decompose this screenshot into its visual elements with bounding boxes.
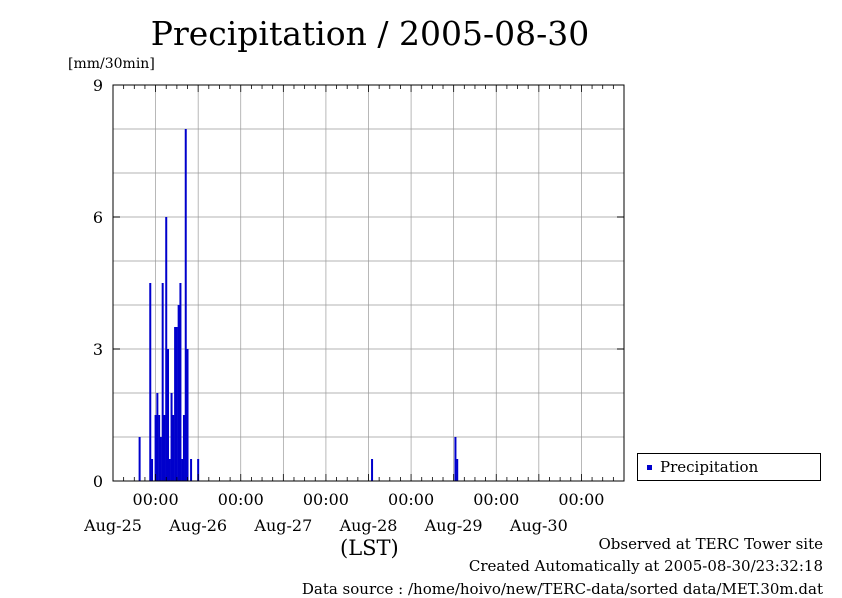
chart-title: Precipitation / 2005-08-30 xyxy=(150,14,590,53)
x-tick-date-label: Aug-27 xyxy=(253,516,312,535)
precipitation-bar xyxy=(167,349,170,481)
precipitation-bar xyxy=(177,305,180,481)
precipitation-bar xyxy=(151,459,154,481)
y-tick-label: 6 xyxy=(93,208,103,227)
precipitation-bar xyxy=(158,415,161,481)
footer-created: Created Automatically at 2005-08-30/23:3… xyxy=(468,557,823,575)
x-tick-time-label: 00:00 xyxy=(388,490,434,509)
precipitation-bar xyxy=(154,415,157,481)
legend-label: Precipitation xyxy=(660,458,759,476)
precipitation-bar xyxy=(197,459,200,481)
precipitation-bar xyxy=(179,283,182,481)
precipitation-bar xyxy=(456,459,459,481)
y-tick-label: 0 xyxy=(93,472,103,491)
x-tick-date-label: Aug-25 xyxy=(83,516,142,535)
precipitation-bar xyxy=(170,393,173,481)
precipitation-bar xyxy=(168,459,171,481)
precipitation-bar xyxy=(165,217,168,481)
precipitation-bar xyxy=(454,437,457,481)
precipitation-bar xyxy=(138,437,141,481)
legend-swatch-icon xyxy=(647,465,652,470)
y-tick-label: 9 xyxy=(93,76,103,95)
y-tick-label: 3 xyxy=(93,340,103,359)
x-axis-unit-label: (LST) xyxy=(340,536,399,560)
precipitation-bar xyxy=(186,349,189,481)
precipitation-bar xyxy=(161,283,164,481)
precipitation-bars xyxy=(138,129,665,481)
precipitation-bar xyxy=(172,415,175,481)
precipitation-bar xyxy=(156,393,159,481)
x-tick-date-label: Aug-30 xyxy=(509,516,568,535)
precipitation-bar xyxy=(371,459,374,481)
precipitation-bar xyxy=(159,437,162,481)
x-tick-date-label: Aug-26 xyxy=(168,516,227,535)
axis-ticks xyxy=(113,84,624,482)
x-tick-time-label: 00:00 xyxy=(558,490,604,509)
precipitation-bar xyxy=(174,327,177,481)
x-tick-date-label: Aug-29 xyxy=(424,516,483,535)
precipitation-bar xyxy=(163,415,166,481)
axis-tick-labels: 0 3 6 9 00:00 Aug-25 00:00 Aug-26 00:00 Aug-27 00:… xyxy=(83,76,604,535)
y-axis-unit-label: [mm/30min] xyxy=(68,56,155,72)
legend: Precipitation xyxy=(637,453,821,481)
precipitation-bar xyxy=(181,459,184,481)
footer-source: Data source : /home/hoivo/new/TERC-data/… xyxy=(301,580,823,598)
precipitation-bar xyxy=(184,129,187,481)
precipitation-bar xyxy=(149,283,152,481)
x-tick-time-label: 00:00 xyxy=(473,490,519,509)
precipitation-bar xyxy=(182,415,185,481)
x-tick-date-label: Aug-28 xyxy=(339,516,398,535)
x-tick-time-label: 00:00 xyxy=(218,490,264,509)
x-tick-time-label: 00:00 xyxy=(303,490,349,509)
footer-observed: Observed at TERC Tower site xyxy=(598,535,823,553)
grid-lines xyxy=(113,85,624,481)
x-tick-time-label: 00:00 xyxy=(133,490,179,509)
precipitation-bar xyxy=(175,327,178,481)
precipitation-bar xyxy=(190,459,193,481)
